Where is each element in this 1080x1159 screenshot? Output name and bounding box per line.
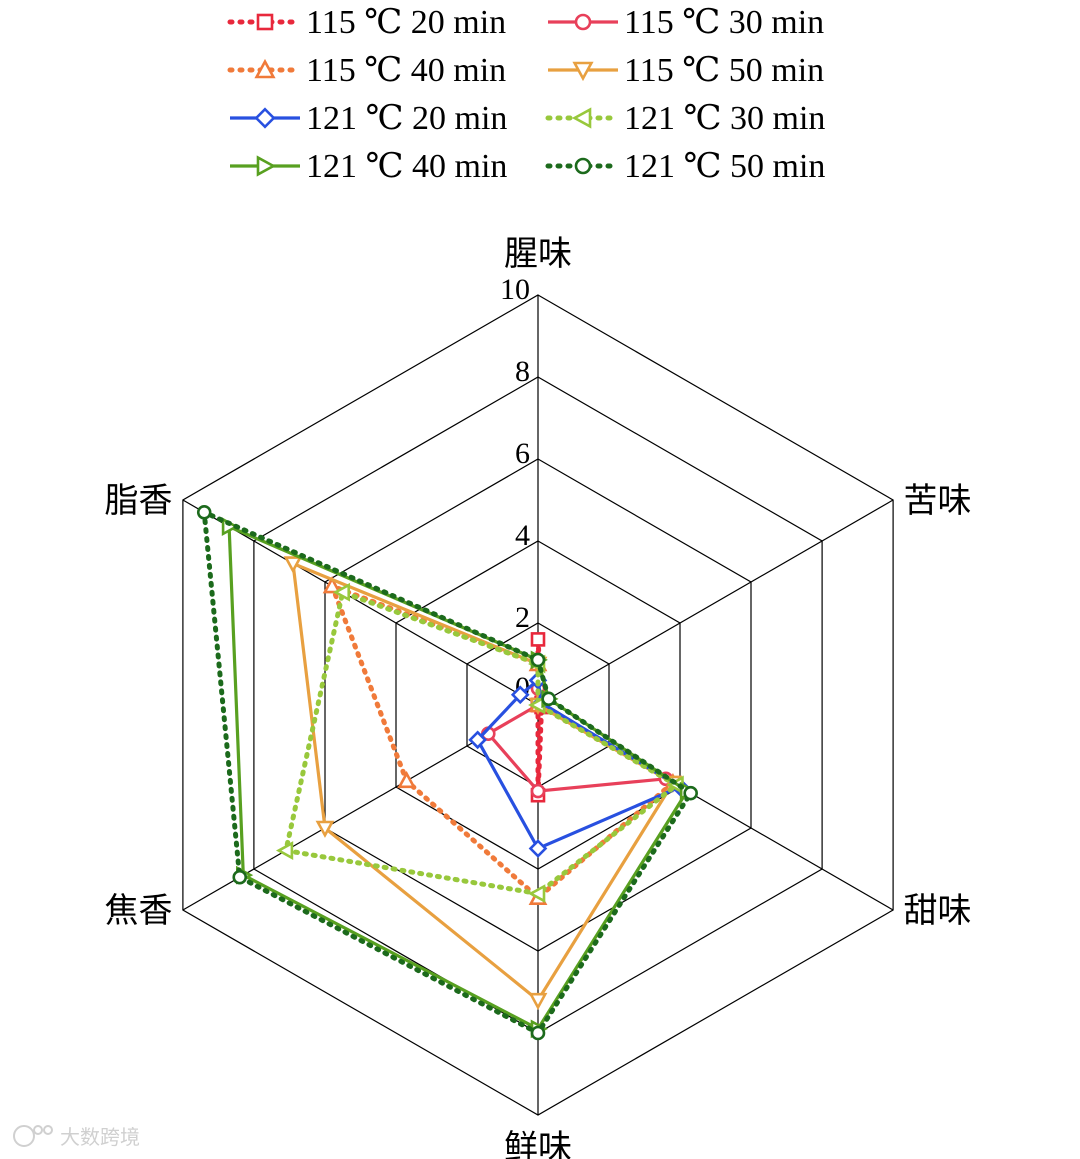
legend-item-6: 121 ℃ 40 min	[230, 148, 507, 185]
series-7	[196, 504, 698, 1041]
data-series	[196, 504, 698, 1041]
data-point-5-5	[332, 582, 351, 602]
data-point-4-3	[528, 839, 548, 858]
legend-marker-3	[572, 61, 594, 82]
tick-label-8: 8	[515, 355, 530, 388]
legend-item-3: 115 ℃ 50 min	[548, 52, 824, 89]
data-point-4-5	[510, 685, 530, 705]
legend-item-7: 121 ℃ 50 min	[545, 148, 825, 185]
axis-label-4: 焦香	[105, 891, 173, 931]
legend-marker-2	[254, 58, 276, 79]
data-point-7-4	[232, 869, 248, 885]
data-point-7-2	[683, 785, 698, 801]
legend-marker-1	[574, 13, 592, 31]
data-point-2-4	[397, 770, 417, 789]
legend-label-2: 115 ℃ 40 min	[306, 52, 506, 89]
axis-label-3: 鲜味	[504, 1128, 572, 1159]
watermark: 大数跨境	[13, 1125, 140, 1149]
data-point-5-3	[528, 884, 546, 903]
series-line-2	[327, 581, 678, 902]
legend-label-7: 121 ℃ 50 min	[624, 148, 825, 185]
legend-item-1: 115 ℃ 30 min	[548, 4, 824, 41]
legend: 115 ℃ 20 min 115 ℃ 30 min 115 ℃ 40 min 115 …	[227, 4, 825, 185]
legend-label-4: 121 ℃ 20 min	[306, 100, 507, 137]
watermark-logo-icon	[13, 1125, 53, 1147]
data-point-1-3	[530, 783, 546, 799]
data-point-2-5	[322, 576, 342, 594]
data-point-3-3	[528, 992, 548, 1011]
series-6	[221, 517, 698, 1039]
legend-label-0: 115 ℃ 20 min	[306, 4, 506, 41]
watermark-text: 大数跨境	[60, 1125, 140, 1149]
legend-label-6: 121 ℃ 40 min	[306, 148, 507, 185]
legend-marker-7	[574, 157, 592, 175]
legend-label-1: 115 ℃ 30 min	[624, 4, 824, 41]
data-point-4-4	[468, 730, 487, 750]
series-1	[480, 681, 674, 799]
tick-label-6: 6	[515, 437, 530, 470]
legend-marker-6	[256, 155, 277, 177]
series-4	[468, 671, 690, 858]
data-point-0-0	[530, 632, 546, 647]
tick-label-10: 10	[500, 273, 530, 306]
legend-item-0: 115 ℃ 20 min	[227, 4, 506, 41]
legend-label-3: 115 ℃ 50 min	[624, 52, 824, 89]
axis-label-1: 苦味	[904, 481, 972, 521]
series-line-7	[201, 508, 695, 1037]
data-point-3-4	[315, 820, 335, 838]
axis-label-2: 甜味	[904, 891, 972, 931]
legend-label-5: 121 ℃ 30 min	[624, 100, 825, 137]
legend-item-2: 115 ℃ 40 min	[227, 52, 506, 89]
data-point-7-0	[530, 652, 546, 668]
legend-marker-0	[256, 13, 274, 31]
legend-marker-4	[254, 107, 276, 129]
data-point-5-4	[275, 841, 294, 860]
data-point-3-5	[283, 556, 303, 574]
axis-label-0: 腥味	[504, 234, 572, 274]
spoke-1	[537, 499, 894, 706]
legend-item-4: 121 ℃ 20 min	[230, 100, 507, 137]
data-point-7-5	[196, 504, 212, 520]
tick-label-4: 4	[515, 519, 530, 552]
legend-item-5: 121 ℃ 30 min	[545, 100, 825, 137]
data-point-7-1	[541, 691, 556, 707]
spoke-5	[182, 499, 539, 706]
tick-label-2: 2	[515, 601, 530, 634]
axis-label-5: 脂香	[105, 481, 173, 521]
data-point-7-3	[530, 1025, 546, 1041]
legend-marker-5	[571, 107, 592, 129]
